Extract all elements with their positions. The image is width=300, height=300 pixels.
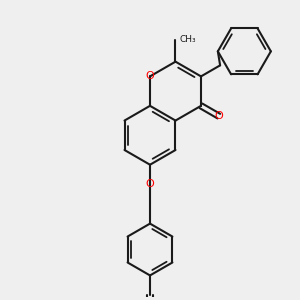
Text: O: O bbox=[146, 179, 154, 189]
Text: O: O bbox=[146, 71, 154, 81]
Text: CH₃: CH₃ bbox=[179, 35, 196, 44]
Text: O: O bbox=[214, 111, 223, 121]
